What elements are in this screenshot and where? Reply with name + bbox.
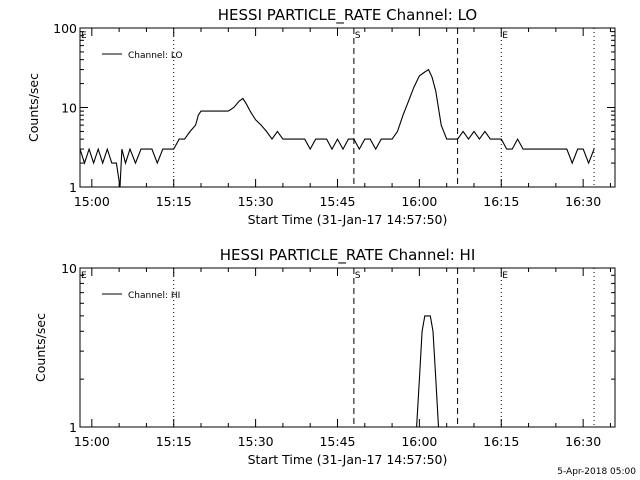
y-axis-label: Counts/sec xyxy=(26,73,41,142)
y-tick-label: 1 xyxy=(69,420,77,435)
event-marker-label: E xyxy=(502,271,508,281)
x-tick-label: 15:00 xyxy=(74,194,110,209)
event-marker-label: E xyxy=(81,271,87,281)
x-tick-label: 15:30 xyxy=(238,194,274,209)
x-tick-label: 15:15 xyxy=(156,194,192,209)
x-tick-label: 15:15 xyxy=(156,434,192,449)
x-tick-label: 16:15 xyxy=(483,434,519,449)
y-tick-label: 1 xyxy=(69,180,77,195)
x-tick-label: 16:30 xyxy=(565,434,601,449)
x-tick-label: 15:30 xyxy=(238,434,274,449)
legend-entry: Channel: HI xyxy=(128,291,180,301)
x-axis-label: Start Time (31-Jan-17 14:57:50) xyxy=(248,212,448,227)
chart-title: HESSI PARTICLE_RATE Channel: HI xyxy=(220,246,476,265)
event-marker-label: S xyxy=(355,271,361,281)
x-tick-label: 15:45 xyxy=(319,434,355,449)
x-tick-label: 16:30 xyxy=(565,194,601,209)
y-tick-label: 10 xyxy=(61,261,77,276)
event-marker-label: E xyxy=(502,31,508,41)
x-tick-label: 16:00 xyxy=(401,434,437,449)
event-marker-label: E xyxy=(81,31,87,41)
chart-title: HESSI PARTICLE_RATE Channel: LO xyxy=(218,6,477,25)
legend-entry: Channel: LO xyxy=(128,51,183,61)
x-tick-label: 15:45 xyxy=(319,194,355,209)
chart-panel-1: HESSI PARTICLE_RATE Channel: LO 15:00 15:1… xyxy=(26,6,616,227)
x-tick-label: 16:00 xyxy=(401,194,437,209)
y-tick-label: 100 xyxy=(53,21,77,36)
footer-date: 5-Apr-2018 05:00 xyxy=(557,467,636,477)
y-axis-label: Counts/sec xyxy=(33,313,48,382)
series-line xyxy=(416,315,440,427)
series-line xyxy=(80,68,595,187)
y-tick-label: 10 xyxy=(61,101,77,116)
x-tick-label: 15:00 xyxy=(74,434,110,449)
plot-frame xyxy=(79,267,616,428)
x-axis-label: Start Time (31-Jan-17 14:57:50) xyxy=(248,452,448,467)
x-tick-label: 16:15 xyxy=(483,194,519,209)
event-marker-label: S xyxy=(355,31,361,41)
chart-panel-2: HESSI PARTICLE_RATE Channel: HI 15:00 15:1… xyxy=(33,246,616,467)
